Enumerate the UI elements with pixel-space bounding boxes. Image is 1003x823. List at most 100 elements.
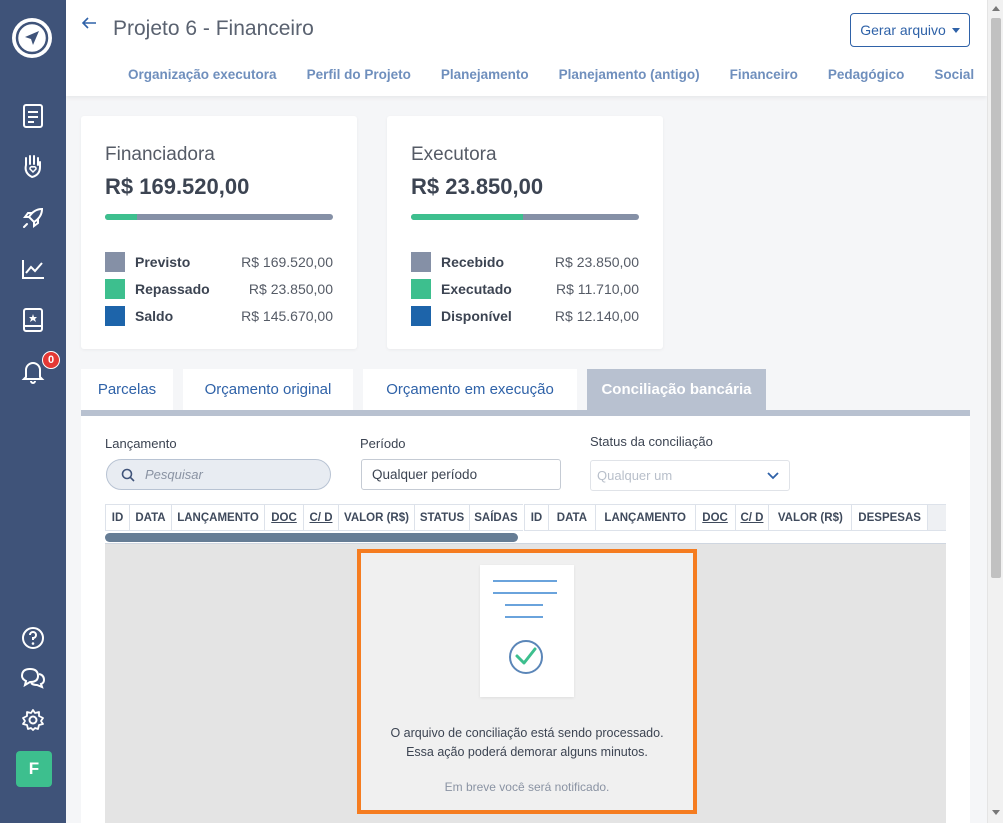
generate-file-button[interactable]: Gerar arquivo [850,13,970,47]
col-id[interactable]: ID [106,505,130,530]
nav-organizacao-executora[interactable]: Organização executora [128,67,277,82]
document-icon[interactable] [19,102,47,130]
card-title: Executora [411,144,497,165]
project-nav: Organização executora Perfil do Projeto … [128,67,974,82]
col-valor[interactable]: VALOR (R$) [339,505,415,530]
tab-orcamento-em-execucao[interactable]: Orçamento em execução [363,369,577,410]
horizontal-scrollbar[interactable] [105,533,518,542]
legend-swatch [411,252,431,272]
progress-fill [411,214,523,220]
hand-heart-icon[interactable] [19,152,47,180]
card-amount: R$ 169.520,00 [105,174,250,199]
col-status[interactable]: STATUS [415,505,470,530]
legend-value: R$ 11.710,00 [555,281,639,297]
generate-file-label: Gerar arquivo [860,22,946,38]
processing-note: Em breve você será notificado. [444,780,610,794]
status-select[interactable]: Qualquer um [590,460,790,491]
legend-row-previsto: Previsto R$ 169.520,00 [105,252,333,272]
legend-row-executado: Executado R$ 11.710,00 [411,279,639,299]
legend-row-repassado: Repassado R$ 23.850,00 [105,279,333,299]
legend-swatch [411,279,431,299]
back-arrow-icon[interactable] [80,14,98,32]
processing-message-line2: Essa ação poderá demorar alguns minutos. [406,745,648,759]
legend-label: Previsto [135,254,191,270]
col-cd[interactable]: C/ D [736,505,770,530]
legend-swatch [105,279,125,299]
col-id[interactable]: ID [525,505,549,530]
nav-planejamento-antigo[interactable]: Planejamento (antigo) [558,67,700,82]
gear-icon[interactable] [19,706,47,734]
caret-down-icon [951,27,960,33]
search-input[interactable]: Pesquisar [106,459,331,490]
periodo-label: Período [360,436,406,451]
legend-label: Saldo [135,308,174,324]
legend-value: R$ 169.520,00 [241,254,333,270]
scroll-down-arrow-icon[interactable] [992,810,1000,815]
legend-label: Repassado [135,281,210,297]
tab-parcelas[interactable]: Parcelas [81,369,173,410]
progress-bar [411,214,639,220]
progress-fill [105,214,137,220]
executora-card: Executora R$ 23.850,00 Recebido R$ 23.85… [387,116,663,349]
col-data[interactable]: DATA [549,505,596,530]
search-placeholder: Pesquisar [145,467,203,482]
processing-dialog: O arquivo de conciliação está sendo proc… [357,549,697,814]
chart-icon[interactable] [19,255,47,283]
card-title: Financiadora [105,144,215,165]
bank-table-header: ID DATA LANÇAMENTO DOC C/ D VALOR (R$) S… [105,504,523,531]
legend-label: Recebido [441,254,505,270]
card-amount: R$ 23.850,00 [411,174,544,199]
sidebar: 0 F [0,0,66,823]
period-select[interactable]: Qualquer período [361,459,561,490]
header: Projeto 6 - Financeiro Gerar arquivo Org… [66,0,987,96]
col-doc[interactable]: DOC [265,505,304,530]
col-cd[interactable]: C/ D [304,505,339,530]
tabs-underline [81,410,970,416]
nav-pedagogico[interactable]: Pedagógico [827,67,905,82]
legend-label: Executado [441,281,512,297]
bell-icon[interactable] [19,358,47,386]
legend-swatch [105,252,125,272]
tab-orcamento-original[interactable]: Orçamento original [183,369,353,410]
avatar[interactable]: F [16,751,52,787]
scroll-up-arrow-icon[interactable] [992,6,1000,11]
processing-message-line1: O arquivo de conciliação está sendo proc… [390,726,664,740]
system-table-header: ID DATA LANÇAMENTO DOC C/ D VALOR (R$) D… [524,504,946,531]
search-icon [121,468,135,482]
status-placeholder: Qualquer um [597,468,673,483]
document-processing-icon [480,565,574,697]
legend-swatch [105,306,125,326]
legend-value: R$ 145.670,00 [241,308,333,324]
legend-value: R$ 23.850,00 [554,254,639,270]
tabs: Parcelas Orçamento original Orçamento em… [81,369,970,416]
legend-row-saldo: Saldo R$ 145.670,00 [105,306,333,326]
col-valor[interactable]: VALOR (R$) [769,505,853,530]
page-scrollbar[interactable] [987,0,1003,823]
header-spacer [928,505,946,530]
help-icon[interactable] [19,624,47,652]
col-doc[interactable]: DOC [696,505,736,530]
nav-social[interactable]: Social [934,67,975,82]
col-lancamento[interactable]: LANÇAMENTO [596,505,696,530]
nav-perfil-do-projeto[interactable]: Perfil do Projeto [306,67,411,82]
col-lancamento[interactable]: LANÇAMENTO [172,505,265,530]
scroll-thumb[interactable] [991,18,1001,578]
logo-icon[interactable] [12,18,52,58]
legend-value: R$ 12.140,00 [554,308,639,324]
col-data[interactable]: DATA [130,505,172,530]
financiadora-card: Financiadora R$ 169.520,00 Previsto R$ 1… [81,116,357,349]
col-saidas[interactable]: SAÍDAS [474,511,518,524]
book-icon[interactable] [19,306,47,334]
notification-badge: 0 [42,351,60,369]
nav-planejamento[interactable]: Planejamento [440,67,529,82]
col-despesas[interactable]: DESPESAS [852,505,929,530]
nav-financeiro[interactable]: Financeiro [729,67,798,82]
legend-row-recebido: Recebido R$ 23.850,00 [411,252,639,272]
tab-conciliacao-bancaria[interactable]: Conciliação bancária [587,369,766,410]
chat-icon[interactable] [19,664,47,692]
legend-label: Disponível [441,308,512,324]
lancamento-label: Lançamento [105,436,177,451]
legend-row-disponivel: Disponível R$ 12.140,00 [411,306,639,326]
legend-value: R$ 23.850,00 [248,281,333,297]
rocket-icon[interactable] [19,204,47,232]
